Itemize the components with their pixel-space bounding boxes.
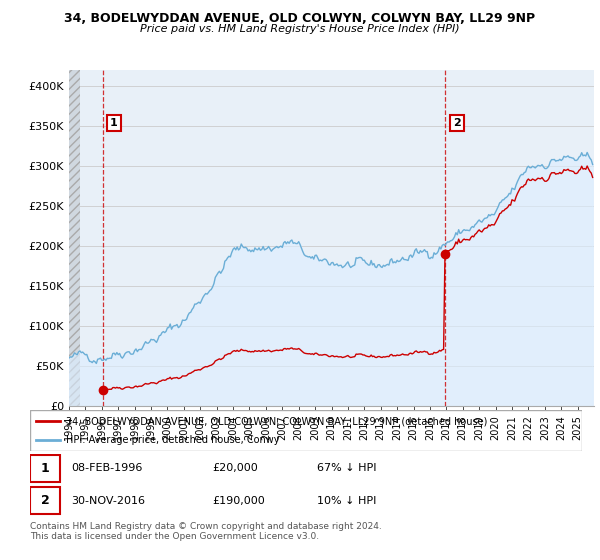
Text: Price paid vs. HM Land Registry's House Price Index (HPI): Price paid vs. HM Land Registry's House … (140, 24, 460, 34)
Text: 34, BODELWYDDAN AVENUE, OLD COLWYN, COLWYN BAY, LL29 9NP (detached house): 34, BODELWYDDAN AVENUE, OLD COLWYN, COLW… (66, 417, 487, 426)
Bar (30, 487, 61, 514)
Text: Contains HM Land Registry data © Crown copyright and database right 2024.
This d: Contains HM Land Registry data © Crown c… (30, 522, 382, 542)
Text: 67% ↓ HPI: 67% ↓ HPI (317, 464, 377, 473)
Text: 10% ↓ HPI: 10% ↓ HPI (317, 496, 376, 506)
Bar (30, 455, 61, 482)
Text: 08-FEB-1996: 08-FEB-1996 (71, 464, 143, 473)
Text: 2: 2 (453, 118, 461, 128)
Text: 2: 2 (41, 494, 50, 507)
Text: 1: 1 (110, 118, 118, 128)
Text: £20,000: £20,000 (212, 464, 258, 473)
Text: £190,000: £190,000 (212, 496, 265, 506)
Text: 1: 1 (41, 462, 50, 475)
Text: HPI: Average price, detached house, Conwy: HPI: Average price, detached house, Conw… (66, 435, 280, 445)
Bar (69, 70, 80, 406)
Text: 34, BODELWYDDAN AVENUE, OLD COLWYN, COLWYN BAY, LL29 9NP: 34, BODELWYDDAN AVENUE, OLD COLWYN, COLW… (64, 12, 536, 25)
Text: 30-NOV-2016: 30-NOV-2016 (71, 496, 145, 506)
